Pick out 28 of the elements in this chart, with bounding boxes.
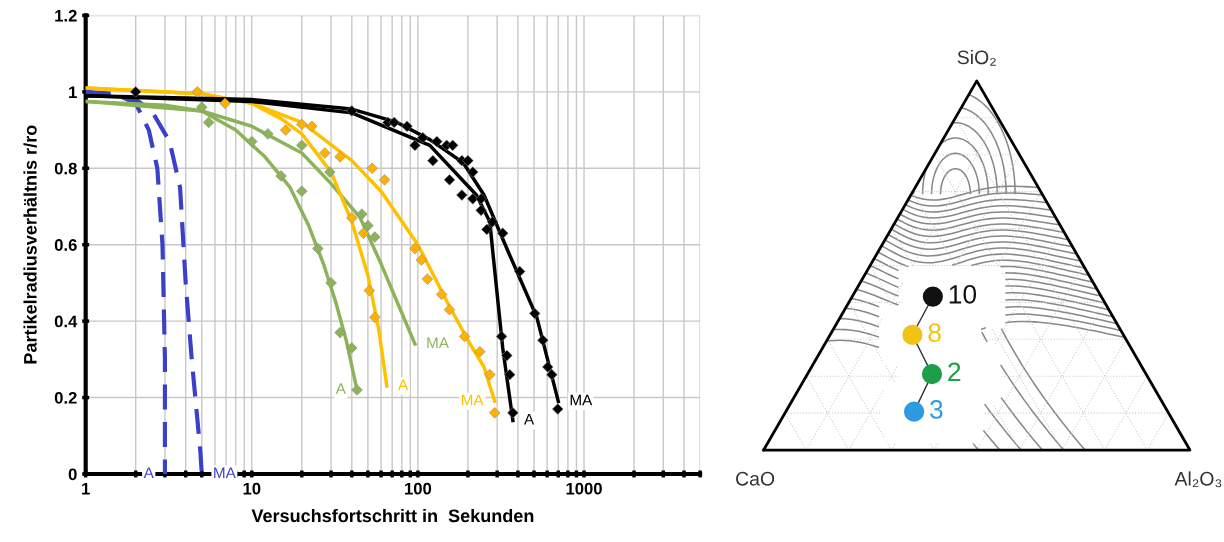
x-tick-label: 1 [82,482,90,495]
y-tick-label: 0.6 [54,239,77,251]
text: CaO [736,471,775,486]
text: Al₂O₃ [1174,471,1222,488]
y-axis-title: Partikelradiusverhältnis r/ro [23,125,37,364]
x-tick-label: 100 [405,482,432,495]
series-label: A [397,379,409,391]
x-tick-label: 1000 [566,482,602,495]
x-tick-label: 10 [243,482,261,495]
text: 2 [948,362,961,381]
y-tick-label: 0.8 [54,162,77,175]
y-tick-label: 0.2 [54,391,77,404]
text: 8 [928,323,941,343]
y-tick-label: 0 [68,468,77,481]
series-label: MA [214,467,236,478]
series-label: MA [427,337,449,349]
text: SiO₂ [957,49,996,66]
y-tick-label: 1 [69,86,77,98]
series-label: A [335,383,346,394]
y-tick-label: 1.2 [55,9,77,22]
y-tick-label: 0.4 [54,315,78,328]
series-label: A [143,467,154,478]
text: 3 [930,400,943,419]
series-label: A [524,413,535,425]
text: 10 [949,284,977,304]
series-label: MA [570,394,593,406]
series-label: MA [461,394,484,406]
x-axis-title: Versuchsfortschritt in Sekunden [251,508,534,523]
